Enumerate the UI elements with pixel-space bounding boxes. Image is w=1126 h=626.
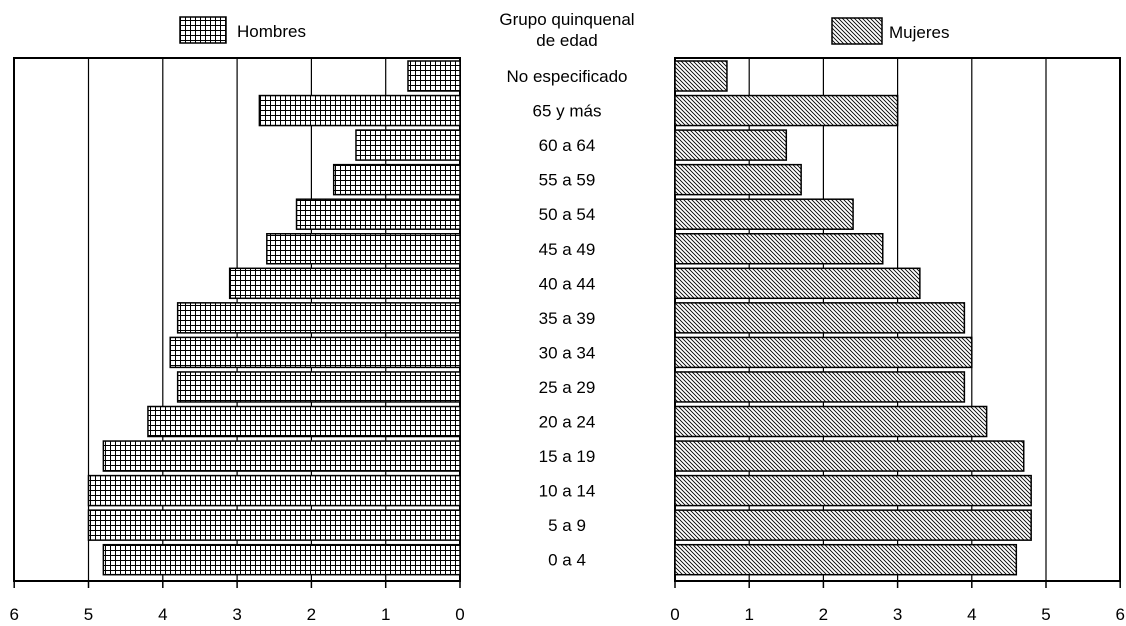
- age-group-label: No especificado: [507, 67, 628, 86]
- legend-label-mujeres: Mujeres: [889, 23, 949, 42]
- right-tick-label: 6: [1115, 605, 1124, 624]
- age-group-labels: No especificado 65 y más 60 a 64 55 a 59 50 …: [507, 67, 628, 570]
- bar-mujeres-0-a-4: [674, 543, 1018, 576]
- right-x-axis: 0 1 2 3 4 5 6: [670, 580, 1125, 624]
- bar-mujeres-35-a-39: [674, 302, 966, 334]
- bar-hombres-25-a-29: [176, 371, 461, 403]
- bar-hombres-no-especificado: [407, 60, 461, 92]
- age-group-label: 10 a 14: [539, 482, 596, 501]
- left-tick-label: 5: [84, 605, 93, 624]
- mujeres-bars: [674, 60, 1032, 576]
- bar-hombres-50-a-54: [295, 198, 461, 230]
- bar-hombres-0-a-4: [102, 543, 461, 576]
- left-tick-label: 3: [232, 605, 241, 624]
- bar-mujeres-no-especificado: [674, 60, 728, 92]
- legend-swatch-hombres: [179, 16, 227, 44]
- bar-mujeres-45-a-49: [674, 233, 884, 265]
- bar-hombres-45-a-49: [266, 233, 461, 265]
- center-header-line-1: Grupo quinquenal: [499, 10, 634, 29]
- bar-mujeres-30-a-34: [674, 336, 973, 369]
- bar-hombres-65-y-mas: [258, 94, 461, 127]
- age-group-label: 35 a 39: [539, 309, 596, 328]
- legend: Hombres Mujeres: [179, 16, 949, 45]
- right-plot-area: [674, 57, 1121, 582]
- right-tick-label: 0: [670, 605, 679, 624]
- age-group-label: 65 y más: [533, 102, 602, 121]
- left-x-axis: 0 1 2 3 4 5 6: [9, 580, 465, 624]
- bar-mujeres-5-a-9: [674, 509, 1032, 541]
- right-tick-label: 3: [893, 605, 902, 624]
- age-group-label: 5 a 9: [548, 516, 586, 535]
- age-group-label: 45 a 49: [539, 240, 596, 259]
- bar-hombres-10-a-14: [87, 474, 461, 507]
- bar-mujeres-10-a-14: [674, 474, 1032, 507]
- legend-label-hombres: Hombres: [237, 22, 306, 41]
- age-group-label: 50 a 54: [539, 205, 596, 224]
- left-tick-label: 6: [9, 605, 18, 624]
- age-group-label: 40 a 44: [539, 274, 596, 293]
- bar-hombres-40-a-44: [228, 267, 461, 300]
- bar-mujeres-15-a-19: [674, 440, 1025, 472]
- left-tick-label: 0: [455, 605, 464, 624]
- age-group-label: 60 a 64: [539, 136, 596, 155]
- left-plot-area: [13, 57, 461, 582]
- age-group-label: 25 a 29: [539, 378, 596, 397]
- bar-hombres-30-a-34: [169, 336, 461, 369]
- bar-hombres-55-a-59: [332, 163, 461, 196]
- bar-mujeres-20-a-24: [674, 405, 988, 438]
- hombres-bars: [87, 60, 461, 576]
- left-tick-label: 4: [158, 605, 167, 624]
- left-tick-label: 2: [307, 605, 316, 624]
- bar-hombres-35-a-39: [176, 302, 461, 334]
- right-tick-label: 5: [1041, 605, 1050, 624]
- bar-mujeres-65-y-mas: [674, 94, 899, 127]
- age-group-label: 20 a 24: [539, 413, 596, 432]
- center-header-line-2: de edad: [536, 31, 597, 50]
- bar-hombres-5-a-9: [87, 509, 461, 541]
- bar-mujeres-25-a-29: [674, 371, 966, 403]
- bar-mujeres-40-a-44: [674, 267, 921, 300]
- bar-hombres-15-a-19: [102, 440, 461, 472]
- bar-mujeres-60-a-64: [674, 129, 788, 161]
- bar-mujeres-50-a-54: [674, 198, 854, 230]
- age-group-label: 0 a 4: [548, 551, 586, 570]
- age-group-label: 55 a 59: [539, 171, 596, 190]
- right-tick-label: 1: [744, 605, 753, 624]
- bar-hombres-60-a-64: [355, 129, 461, 161]
- bar-mujeres-55-a-59: [674, 163, 802, 196]
- age-group-label: 15 a 19: [539, 447, 596, 466]
- right-tick-label: 2: [819, 605, 828, 624]
- bar-hombres-20-a-24: [147, 405, 461, 438]
- left-tick-label: 1: [381, 605, 390, 624]
- legend-swatch-mujeres: [831, 17, 883, 45]
- right-tick-label: 4: [967, 605, 976, 624]
- age-group-label: 30 a 34: [539, 343, 596, 362]
